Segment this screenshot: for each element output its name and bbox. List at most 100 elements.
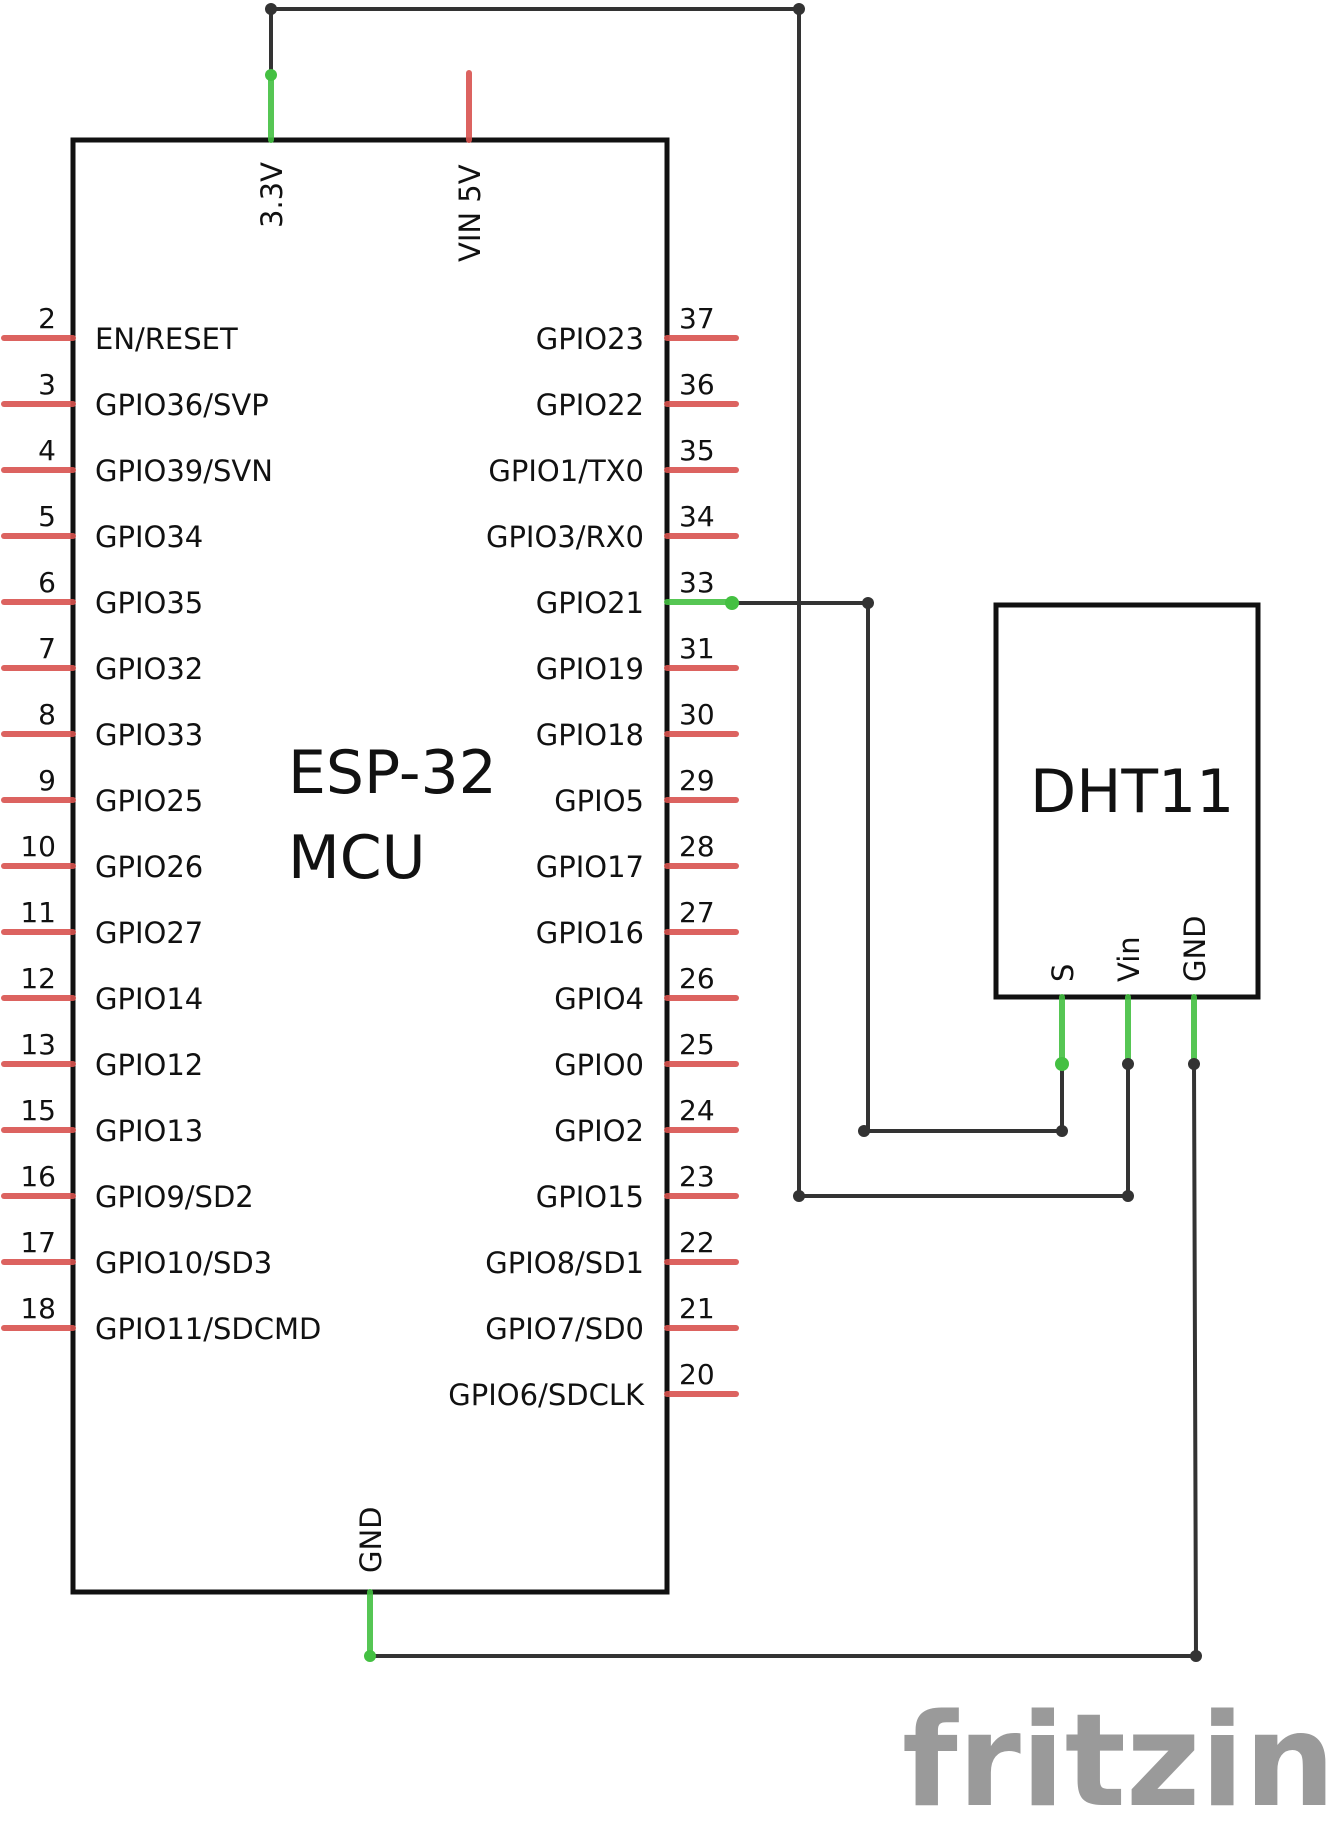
right-pin-label: GPIO1/TX0 bbox=[488, 454, 644, 488]
right-pin-list: 37 GPIO23 36 GPIO22 35 GPIO1/TX0 34 GPIO3/RX0 33… bbox=[448, 302, 739, 1412]
left-pin-label: GPIO35 bbox=[95, 586, 203, 620]
right-pin-number: 21 bbox=[679, 1292, 715, 1325]
sensor-pin-gnd: GND bbox=[1178, 916, 1212, 1067]
left-pin: 5 GPIO34 bbox=[1, 500, 203, 554]
right-pin: 22 GPIO8/SD1 bbox=[485, 1226, 739, 1280]
top-pin-vin5v-label: VIN 5V bbox=[453, 164, 487, 262]
left-pin-number: 8 bbox=[38, 698, 56, 731]
right-pin-label: GPIO19 bbox=[536, 652, 644, 686]
right-pin: 30 GPIO18 bbox=[536, 698, 739, 752]
right-pin-label: GPIO2 bbox=[554, 1114, 644, 1148]
left-pin-number: 6 bbox=[38, 566, 56, 599]
left-pin: 7 GPIO32 bbox=[1, 632, 203, 686]
right-pin: 33 GPIO21 bbox=[536, 566, 739, 620]
left-pin-number: 10 bbox=[20, 830, 56, 863]
left-pin: 10 GPIO26 bbox=[1, 830, 203, 884]
mcu-title-line2: MCU bbox=[288, 823, 426, 893]
left-pin-number: 5 bbox=[38, 500, 56, 533]
top-pin-vin5v: VIN 5V bbox=[453, 70, 487, 262]
right-pin-number: 36 bbox=[679, 368, 715, 401]
left-pin-number: 7 bbox=[38, 632, 56, 665]
left-pin-number: 15 bbox=[20, 1094, 56, 1127]
left-pin-label: GPIO13 bbox=[95, 1114, 203, 1148]
right-pin-label: GPIO23 bbox=[536, 322, 644, 356]
right-pin: 24 GPIO2 bbox=[554, 1094, 739, 1148]
left-pin-label: GPIO32 bbox=[95, 652, 203, 686]
right-pin-number: 33 bbox=[679, 566, 715, 599]
left-pin: 2 EN/RESET bbox=[1, 302, 238, 356]
right-pin: 25 GPIO0 bbox=[554, 1028, 739, 1082]
left-pin-label: GPIO12 bbox=[95, 1048, 203, 1082]
left-pin-label: GPIO27 bbox=[95, 916, 203, 950]
left-pin-label: GPIO25 bbox=[95, 784, 203, 818]
left-pin-label: GPIO14 bbox=[95, 982, 203, 1016]
left-pin: 13 GPIO12 bbox=[1, 1028, 203, 1082]
left-pin-number: 16 bbox=[20, 1160, 56, 1193]
right-pin: 27 GPIO16 bbox=[536, 896, 739, 950]
left-pin-number: 4 bbox=[38, 434, 56, 467]
right-pin: 26 GPIO4 bbox=[554, 962, 739, 1016]
bottom-pin-gnd-label: GND bbox=[354, 1507, 388, 1574]
right-pin: 21 GPIO7/SD0 bbox=[485, 1292, 739, 1346]
left-pin-label: GPIO9/SD2 bbox=[95, 1180, 254, 1214]
right-pin-number: 34 bbox=[679, 500, 715, 533]
left-pin-number: 11 bbox=[20, 896, 56, 929]
left-pin: 16 GPIO9/SD2 bbox=[1, 1160, 254, 1214]
bottom-pin-gnd: GND bbox=[354, 1507, 388, 1659]
right-pin: 23 GPIO15 bbox=[536, 1160, 739, 1214]
right-pin-number: 23 bbox=[679, 1160, 715, 1193]
right-pin-number: 27 bbox=[679, 896, 715, 929]
wire-junctions bbox=[265, 3, 1202, 1662]
right-pin-number: 31 bbox=[679, 632, 715, 665]
left-pin: 15 GPIO13 bbox=[1, 1094, 203, 1148]
right-pin: 37 GPIO23 bbox=[536, 302, 739, 356]
right-pin-label: GPIO8/SD1 bbox=[485, 1246, 644, 1280]
right-pin: 34 GPIO3/RX0 bbox=[486, 500, 739, 554]
right-pin: 36 GPIO22 bbox=[536, 368, 739, 422]
left-pin-label: GPIO33 bbox=[95, 718, 203, 752]
right-pin-label: GPIO4 bbox=[554, 982, 644, 1016]
fritzing-logo: fritzing bbox=[902, 1687, 1328, 1836]
right-pin-number: 25 bbox=[679, 1028, 715, 1061]
left-pin: 4 GPIO39/SVN bbox=[1, 434, 273, 488]
left-pin-label: GPIO39/SVN bbox=[95, 454, 273, 488]
sensor-pin-vin: Vin bbox=[1112, 936, 1146, 1067]
sensor-pin-s: S bbox=[1046, 964, 1080, 1067]
right-pin-number: 20 bbox=[679, 1358, 715, 1391]
sensor-pin-gnd-label: GND bbox=[1178, 916, 1212, 983]
wire-gnd-to-gnd bbox=[370, 1063, 1199, 1658]
right-pin-number: 28 bbox=[679, 830, 715, 863]
left-pin-list: 2 EN/RESET 3 GPIO36/SVP 4 GPIO39/SVN 5 GPIO34 6 G… bbox=[1, 302, 321, 1346]
left-pin: 11 GPIO27 bbox=[1, 896, 203, 950]
left-pin-number: 12 bbox=[20, 962, 56, 995]
left-pin-label: GPIO34 bbox=[95, 520, 203, 554]
left-pin: 6 GPIO35 bbox=[1, 566, 203, 620]
left-pin: 12 GPIO14 bbox=[1, 962, 203, 1016]
left-pin: 9 GPIO25 bbox=[1, 764, 203, 818]
right-pin-number: 26 bbox=[679, 962, 715, 995]
left-pin-number: 2 bbox=[38, 302, 56, 335]
right-pin-label: GPIO17 bbox=[536, 850, 644, 884]
top-pin-3v3: 3.3V bbox=[255, 72, 289, 228]
right-pin: 35 GPIO1/TX0 bbox=[488, 434, 739, 488]
left-pin: 17 GPIO10/SD3 bbox=[1, 1226, 272, 1280]
left-pin: 18 GPIO11/SDCMD bbox=[1, 1292, 321, 1346]
top-pin-3v3-label: 3.3V bbox=[255, 162, 289, 228]
left-pin-label: GPIO11/SDCMD bbox=[95, 1312, 321, 1346]
left-pin-number: 3 bbox=[38, 368, 56, 401]
left-pin-label: GPIO10/SD3 bbox=[95, 1246, 272, 1280]
left-pin-number: 13 bbox=[20, 1028, 56, 1061]
wire-gpio21-to-s bbox=[732, 601, 1064, 1133]
right-pin-label: GPIO0 bbox=[554, 1048, 644, 1082]
left-pin-number: 9 bbox=[38, 764, 56, 797]
right-pin-label: GPIO5 bbox=[554, 784, 644, 818]
right-pin-label: GPIO22 bbox=[536, 388, 644, 422]
right-pin-number: 24 bbox=[679, 1094, 715, 1127]
right-pin-number: 37 bbox=[679, 302, 715, 335]
right-pin-label: GPIO16 bbox=[536, 916, 644, 950]
right-pin-number: 22 bbox=[679, 1226, 715, 1259]
right-pin-label: GPIO15 bbox=[536, 1180, 644, 1214]
right-pin: 20 GPIO6/SDCLK bbox=[448, 1358, 739, 1412]
right-pin-label: GPIO18 bbox=[536, 718, 644, 752]
